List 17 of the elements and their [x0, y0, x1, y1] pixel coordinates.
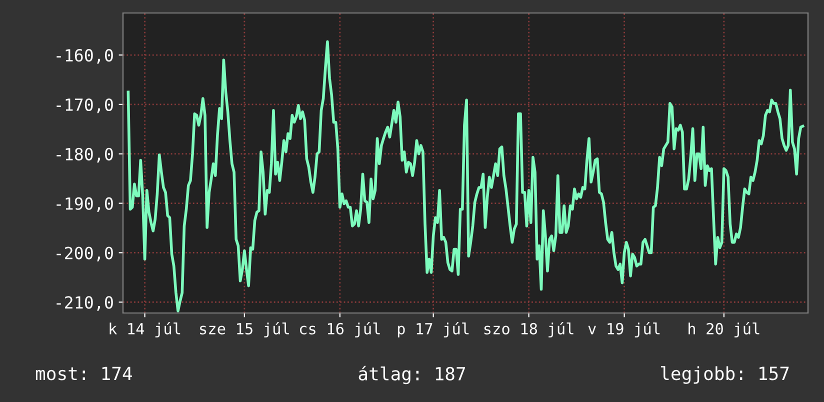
- x-tick-label: szo 18 júl: [484, 322, 574, 338]
- text: legjobb: 157: [660, 366, 789, 384]
- y-tick-label: -170,0: [56, 98, 113, 114]
- y-tick-label: -210,0: [56, 296, 113, 311]
- y-tick-label: -200,0: [56, 246, 113, 262]
- y-tick-label: -180,0: [56, 148, 113, 163]
- text: most: 174: [36, 366, 132, 380]
- x-tick-label: cs 16 júl: [300, 322, 380, 338]
- x-tick-label: k 14 júl: [110, 322, 180, 338]
- line-series: [126, 40, 804, 312]
- x-tick-label: h 20 júl: [688, 322, 760, 338]
- x-tick-label: p 17 júl: [398, 322, 469, 338]
- y-tick-label: -160,0: [56, 49, 113, 64]
- y-tick-label: -190,0: [56, 197, 113, 212]
- text: átlag: 187: [358, 366, 465, 384]
- x-tick-label: v 19 júl: [588, 322, 660, 338]
- x-tick-label: sze 15 júl: [200, 322, 289, 338]
